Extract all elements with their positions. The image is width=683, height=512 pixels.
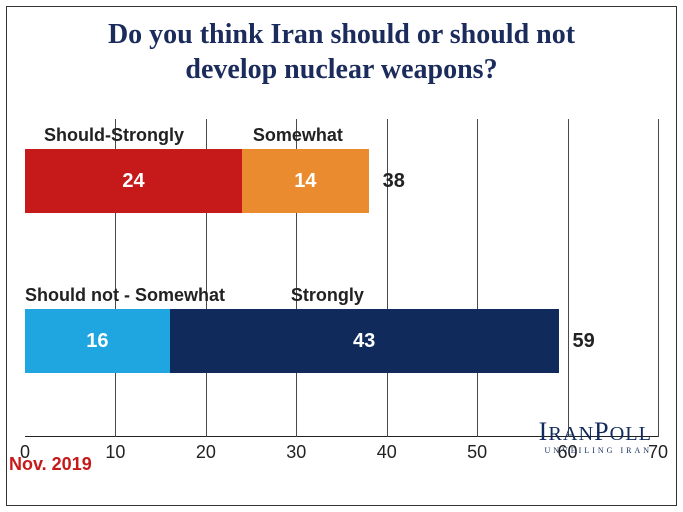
x-tick-label: 30 xyxy=(286,442,306,463)
series-label: Should-Strongly xyxy=(44,125,184,146)
chart-title: Do you think Iran should or should not d… xyxy=(25,17,658,87)
logo-wordmark: IRANPOLL xyxy=(539,417,652,446)
logo-part: RAN xyxy=(548,423,594,445)
bar-segment: 14 xyxy=(242,149,369,213)
logo-part: OLL xyxy=(610,423,652,445)
bar-group: Should not - SomewhatStrongly164359 xyxy=(25,295,658,389)
logo-tagline: UNVEILING IRAN xyxy=(539,447,652,455)
bar-segment: 43 xyxy=(170,309,559,373)
bar-group: Should-StronglySomewhat241438 xyxy=(25,135,658,229)
date-label: Nov. 2019 xyxy=(9,454,92,475)
chart-card: Do you think Iran should or should not d… xyxy=(6,6,677,506)
bar-row: 2414 38 xyxy=(25,149,658,213)
bar-segment: 24 xyxy=(25,149,242,213)
x-tick-label: 50 xyxy=(467,442,487,463)
brand-logo: IRANPOLL UNVEILING IRAN xyxy=(539,419,652,455)
series-label: Strongly xyxy=(291,285,364,306)
grid-line xyxy=(658,119,659,437)
title-line2: develop nuclear weapons? xyxy=(185,54,497,85)
logo-letter: I xyxy=(539,417,549,446)
plot: Should-Strongly Somewhat 2414 38 Should not … xyxy=(25,119,658,463)
bar-row: 1643 59 xyxy=(25,309,658,373)
title-line1: Do you think Iran should or should not xyxy=(108,19,575,50)
logo-letter: P xyxy=(594,417,609,446)
x-tick-label: 20 xyxy=(196,442,216,463)
series-label: Should not - Somewhat xyxy=(25,285,225,306)
bar-total: 38 xyxy=(383,170,405,193)
bar-total: 59 xyxy=(573,330,595,353)
x-tick-label: 40 xyxy=(377,442,397,463)
plot-area: Should-Strongly Somewhat 2414 38 Should not … xyxy=(25,119,658,437)
bar-segment: 16 xyxy=(25,309,170,373)
x-tick-label: 10 xyxy=(105,442,125,463)
series-label: Somewhat xyxy=(253,125,343,146)
